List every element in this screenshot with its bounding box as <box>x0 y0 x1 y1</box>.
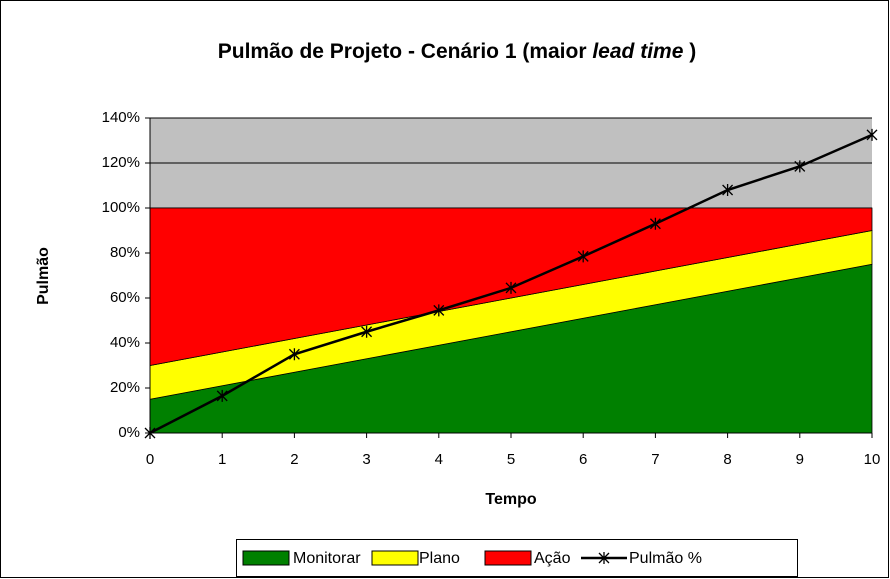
y-tick-label: 120% <box>102 154 140 171</box>
marker <box>361 325 373 338</box>
marker <box>649 217 661 230</box>
y-axis-label: Pulmão <box>35 247 52 305</box>
marker-shape <box>216 389 228 402</box>
marker-shape <box>794 160 806 173</box>
marker <box>144 427 156 439</box>
legend-label: Ação <box>534 550 571 567</box>
x-tick-label: 8 <box>723 451 731 468</box>
marker-shape <box>598 552 610 564</box>
marker <box>577 250 589 263</box>
marker <box>722 184 734 196</box>
x-tick-label: 10 <box>864 451 881 468</box>
marker-shape <box>866 128 878 141</box>
y-tick-label: 40% <box>110 334 140 351</box>
marker-shape <box>722 184 734 196</box>
x-tick-label: 9 <box>796 451 804 468</box>
legend-marker <box>598 552 610 564</box>
legend-label: Plano <box>419 550 460 567</box>
marker-shape <box>144 427 156 439</box>
legend-swatch <box>242 550 290 566</box>
marker-shape <box>288 348 300 361</box>
x-tick-label: 4 <box>435 451 443 468</box>
legend-label: Monitorar <box>293 550 361 567</box>
marker <box>433 304 445 317</box>
legend-label: Pulmão % <box>629 550 702 567</box>
title-part: lead time <box>592 40 683 63</box>
title-part: ) <box>683 40 696 63</box>
marker-shape <box>505 281 517 294</box>
x-tick-label: 1 <box>218 451 226 468</box>
x-tick-label: 5 <box>507 451 515 468</box>
y-tick-label: 140% <box>102 109 140 126</box>
chart-title: Pulmão de Projeto - Cenário 1 (maior lea… <box>218 40 696 63</box>
marker <box>288 348 300 361</box>
y-tick-label: 0% <box>118 424 140 441</box>
y-tick-label: 100% <box>102 199 140 216</box>
x-tick-label: 2 <box>290 451 298 468</box>
x-tick-label: 6 <box>579 451 587 468</box>
x-tick-label: 3 <box>362 451 370 468</box>
marker-shape <box>649 217 661 230</box>
y-tick-label: 60% <box>110 289 140 306</box>
x-tick-label: 0 <box>146 451 154 468</box>
y-tick-label: 20% <box>110 379 140 396</box>
marker <box>866 128 878 141</box>
marker-shape <box>361 325 373 338</box>
legend-swatch <box>371 550 419 566</box>
title-part: Pulmão de Projeto - Cenário 1 (maior <box>218 40 593 63</box>
marker-shape <box>577 250 589 263</box>
x-axis-label: Tempo <box>485 491 536 508</box>
x-tick-label: 7 <box>651 451 659 468</box>
marker <box>216 389 228 402</box>
marker <box>794 160 806 173</box>
y-tick-label: 80% <box>110 244 140 261</box>
marker <box>505 281 517 294</box>
marker-shape <box>433 304 445 317</box>
legend-swatch <box>484 550 532 566</box>
